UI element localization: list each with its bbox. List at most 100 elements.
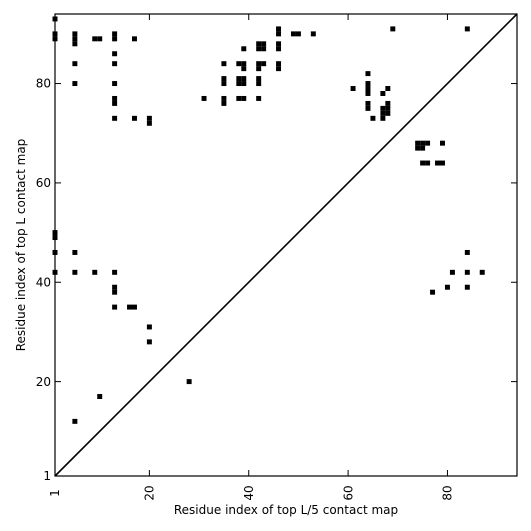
contact-point-top-l5 [186,379,192,385]
contact-point-top-l [261,41,267,47]
contact-point-top-l [276,46,282,52]
contact-point-top-l [365,100,371,106]
contact-point-top-l [146,120,152,126]
contact-point-top-l [241,66,247,72]
contact-point-top-l [52,36,58,42]
contact-point-top-l [295,31,301,37]
contact-point-top-l [365,71,371,77]
diagonal-line [54,13,518,477]
contact-point-top-l [256,76,262,82]
contact-point-top-l5 [112,289,118,295]
contact-point-top-l [241,61,247,67]
contact-point-top-l [97,36,103,42]
contact-point-top-l [365,105,371,111]
contact-point-top-l [112,61,118,67]
contact-point-top-l5 [112,269,118,275]
contact-point-top-l5 [72,269,78,275]
contact-point-top-l [385,86,391,91]
contact-point-top-l [241,76,247,82]
contact-point-top-l [72,61,78,67]
contact-point-top-l [112,100,118,106]
contact-point-top-l5 [127,304,132,310]
contact-point-top-l5 [449,269,455,275]
contact-point-top-l [52,31,58,37]
contact-point-top-l [146,115,152,121]
contact-point-top-l [241,46,247,52]
contact-point-top-l [420,145,426,151]
contact-point-top-l5 [132,304,137,310]
contact-point-top-l [350,86,356,91]
contact-point-top-l [365,91,371,96]
contact-point-top-l [425,160,431,166]
contact-point-top-l [72,36,78,42]
contact-point-top-l [276,61,282,67]
contact-point-top-l [132,36,137,42]
contact-point-top-l [276,66,282,72]
contact-point-top-l [112,31,118,37]
x-tick-label: 60 [341,485,355,500]
contact-point-top-l5 [464,284,470,290]
contact-point-top-l [276,41,282,47]
contact-point-top-l [276,31,282,37]
contact-point-top-l [221,95,227,101]
x-tick-label: 1 [48,489,62,497]
contact-point-top-l [380,105,386,111]
contact-point-top-l5 [92,269,98,275]
contact-point-top-l [221,81,227,87]
contact-point-top-l [440,140,445,146]
contact-point-top-l [425,140,431,146]
contact-point-top-l5 [72,249,78,255]
contact-point-top-l [261,61,267,67]
contact-point-top-l5 [52,249,58,255]
contact-marks [52,16,485,424]
contact-point-top-l [380,91,386,96]
contact-point-top-l [385,100,391,106]
y-tick-label: 80 [36,77,51,91]
contact-point-top-l [415,145,421,151]
contact-point-top-l [256,41,262,47]
contact-point-top-l [415,140,421,146]
contact-point-top-l [380,115,386,121]
contact-point-top-l [112,81,118,87]
y-axis-label: Residue index of top L contact map [14,139,28,352]
contact-point-top-l [256,46,262,52]
contact-point-top-l [385,105,391,111]
contact-point-top-l [236,76,242,82]
y-tick-label: 20 [36,375,51,389]
contact-point-top-l [420,140,426,146]
contact-point-top-l5 [97,394,103,399]
contact-point-top-l [365,81,371,87]
contact-point-top-l5 [464,269,470,275]
contact-point-top-l [256,95,262,101]
contact-point-top-l [236,61,242,67]
contact-point-top-l [365,86,371,91]
contact-point-top-l [390,26,396,32]
contact-point-top-l [276,26,282,32]
contact-point-top-l [256,61,262,67]
contact-point-top-l [385,110,391,116]
contact-point-top-l5 [72,418,78,424]
contact-point-top-l [380,110,386,116]
plot-area: 1 20 40 60 80 1 20 40 60 80 [36,13,518,501]
contact-point-top-l5 [444,284,450,290]
x-axis-ticks: 1 20 40 60 80 [48,14,455,501]
contact-point-top-l [256,81,262,87]
contact-point-top-l5 [52,235,58,241]
contact-point-top-l5 [464,249,470,255]
contact-point-top-l [132,115,137,121]
x-axis-label: Residue index of top L/5 contact map [174,503,398,517]
y-tick-label: 60 [36,176,51,190]
contact-point-top-l [112,115,118,121]
contact-point-top-l5 [52,269,58,275]
contact-point-top-l [112,95,118,101]
contact-point-top-l [420,160,426,166]
contact-point-top-l [72,31,78,37]
contact-point-top-l [112,36,118,42]
contact-point-top-l [112,51,118,57]
y-tick-label: 40 [36,275,51,289]
contact-point-top-l [72,81,78,87]
contact-point-top-l [221,76,227,82]
contact-point-top-l [464,26,470,32]
contact-point-top-l [221,61,227,67]
